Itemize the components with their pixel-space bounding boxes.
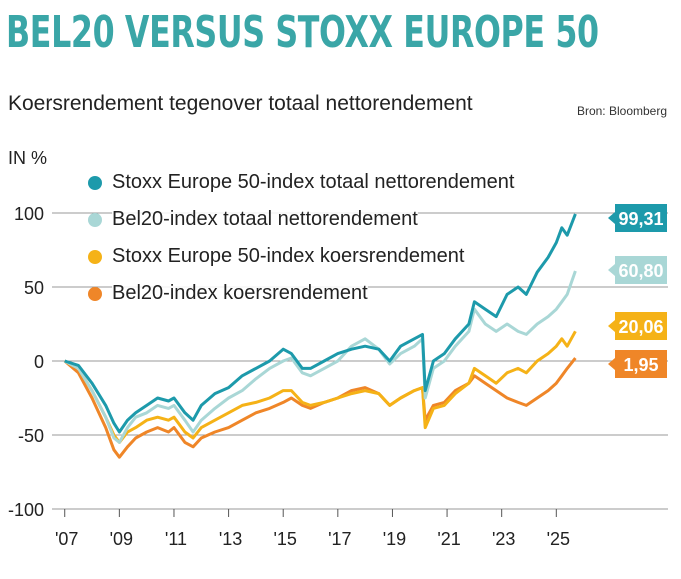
x-tick-label: '23 <box>492 529 515 549</box>
end-label-pointer <box>608 358 615 370</box>
legend-swatch-stoxx-price <box>88 249 102 264</box>
end-label-stoxx-price: 20,06 <box>608 312 667 340</box>
source-note: Bron: Bloomberg <box>576 104 667 118</box>
series-line-stoxx-total <box>64 213 577 434</box>
series-line-stoxx-price <box>63 330 577 444</box>
end-label-text: 60,80 <box>618 261 663 281</box>
series-lines <box>63 213 577 459</box>
x-axis-ticks: '07 '09 '11 '13 '15 '17 '19 '21 '23 '25 <box>55 509 570 549</box>
chart-title: BEL20 VERSUS STOXX EUROPE 50 <box>6 7 599 58</box>
y-tick-label: 50 <box>24 278 44 298</box>
x-tick-label: '17 <box>328 529 351 549</box>
legend-label-stoxx-total: Stoxx Europe 50-index totaal nettorendem… <box>112 171 515 194</box>
legend-item-bel20-price: Bel20-index koersrendement <box>88 275 514 312</box>
end-label-pointer <box>608 212 615 224</box>
y-tick-label: 0 <box>34 352 44 372</box>
y-tick-label: -50 <box>18 426 44 446</box>
series-line-bel20-total <box>63 270 577 444</box>
y-axis-unit-label: IN % <box>8 148 48 168</box>
x-tick-label: '19 <box>383 529 406 549</box>
x-tick-label: '11 <box>165 529 187 549</box>
end-label-box <box>615 256 667 284</box>
legend-swatch-stoxx-total <box>88 175 102 190</box>
end-label-stoxx-total: 99,31 <box>608 204 667 232</box>
chart-subtitle: Koersrendement tegenover totaal nettoren… <box>8 92 473 115</box>
legend-swatch-bel20-price <box>88 286 102 301</box>
x-tick-label: '09 <box>110 529 133 549</box>
legend-swatch-bel20-total <box>88 212 102 227</box>
end-label-box <box>615 312 667 340</box>
y-tick-label: 100 <box>14 204 44 224</box>
end-value-labels: 99,31 60,80 20,06 1,95 <box>608 204 667 378</box>
legend-item-stoxx-price: Stoxx Europe 50-index koersrendement <box>88 238 514 275</box>
x-tick-label: '15 <box>273 529 296 549</box>
end-label-bel20-total: 60,80 <box>608 256 667 284</box>
end-label-text: 20,06 <box>618 317 663 337</box>
legend-label-bel20-price: Bel20-index koersrendement <box>112 282 368 305</box>
x-tick-label: '13 <box>219 529 242 549</box>
end-label-text: 99,31 <box>618 209 663 229</box>
end-label-pointer <box>608 264 615 276</box>
x-tick-label: '07 <box>55 529 78 549</box>
end-label-pointer <box>608 320 615 332</box>
y-axis-ticks: 100 50 0 -50 -100 <box>8 204 44 520</box>
end-label-box <box>615 350 667 378</box>
legend-label-bel20-total: Bel20-index totaal nettorendement <box>112 208 418 231</box>
x-tick-label: '21 <box>437 529 460 549</box>
legend-item-stoxx-total: Stoxx Europe 50-index totaal nettorendem… <box>88 164 515 201</box>
end-label-bel20-price: 1,95 <box>608 350 667 378</box>
chart-legend: Stoxx Europe 50-index totaal nettorendem… <box>88 164 515 312</box>
end-label-text: 1,95 <box>623 355 658 375</box>
legend-label-stoxx-price: Stoxx Europe 50-index koersrendement <box>112 245 465 268</box>
y-tick-label: -100 <box>8 500 44 520</box>
x-tick-label: '25 <box>547 529 570 549</box>
end-label-box <box>615 204 667 232</box>
legend-item-bel20-total: Bel20-index totaal nettorendement <box>88 201 514 238</box>
